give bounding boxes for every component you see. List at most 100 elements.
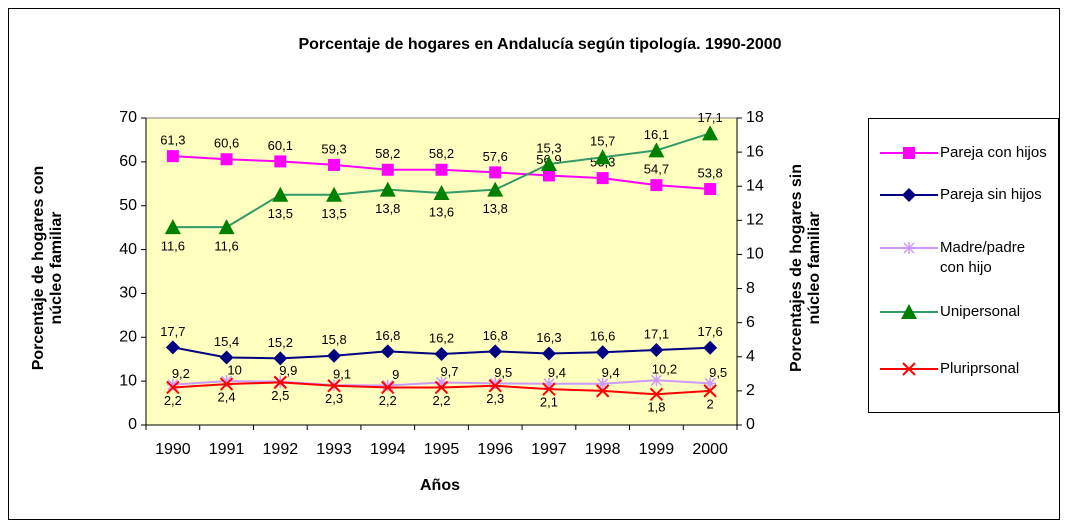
marker — [489, 377, 502, 390]
marker — [327, 348, 342, 363]
data-label: 2,4 — [218, 390, 236, 405]
y2-tick-label: 6 — [746, 314, 755, 331]
marker — [541, 346, 556, 361]
y2-tick-label: 18 — [746, 109, 764, 126]
marker — [164, 219, 181, 235]
marker — [703, 340, 718, 355]
y-axis-label: Porcentaje de hogares con núcleo familia… — [30, 165, 65, 371]
data-label: 2,3 — [486, 391, 504, 406]
y2-tick-label: 8 — [746, 280, 755, 297]
data-label: 2,5 — [271, 388, 289, 403]
marker — [273, 375, 288, 390]
marker — [327, 379, 341, 393]
marker — [703, 384, 717, 398]
data-label: 59,3 — [321, 141, 346, 156]
y-tick-label: 40 — [119, 241, 137, 258]
data-label: 17,1 — [697, 110, 722, 125]
data-label: 11,6 — [161, 239, 185, 254]
x-axis-label: Años — [420, 477, 460, 494]
marker — [166, 380, 180, 395]
marker — [594, 149, 611, 165]
marker — [165, 340, 180, 355]
data-label: 10 — [227, 363, 241, 378]
y2-tick-label: 16 — [746, 143, 764, 160]
data-label: 2,2 — [379, 393, 397, 408]
x-tick-label: 1999 — [639, 441, 675, 458]
data-label: 53,8 — [697, 165, 722, 180]
data-label: 15,2 — [268, 335, 293, 350]
x-tick-label: 1990 — [155, 441, 191, 458]
data-label: 54,7 — [644, 162, 669, 177]
marker — [433, 185, 450, 201]
data-label: 16,6 — [590, 329, 615, 344]
x-tick-label: 1993 — [316, 441, 352, 458]
marker — [489, 166, 502, 179]
marker — [487, 181, 504, 197]
marker — [542, 377, 555, 390]
marker — [379, 181, 396, 197]
data-label: 58,2 — [375, 146, 400, 161]
y-tick-label: 60 — [119, 153, 137, 170]
data-label: 13,5 — [268, 206, 293, 221]
marker — [649, 343, 664, 358]
marker — [902, 188, 916, 202]
data-label: 9,4 — [548, 365, 566, 380]
marker — [650, 374, 663, 387]
marker — [542, 169, 555, 182]
marker — [901, 304, 917, 319]
y-tick-label: 10 — [119, 372, 137, 389]
data-label: 60,6 — [214, 136, 239, 151]
y2-axis-label: Porcentajes de hogares sin núcleo famili… — [788, 163, 823, 373]
data-label: 13,5 — [321, 206, 346, 221]
legend-box — [868, 118, 1059, 413]
marker — [540, 156, 557, 172]
x-tick-label: 1998 — [585, 441, 621, 458]
y2-tick-label: 2 — [746, 382, 755, 399]
data-label: 9,2 — [172, 366, 190, 381]
marker — [903, 147, 915, 159]
data-label: 9,9 — [279, 363, 297, 378]
marker — [704, 183, 717, 196]
data-label: 10,2 — [652, 362, 677, 377]
data-label: 9,7 — [440, 364, 458, 379]
data-label: 15,7 — [590, 134, 615, 149]
legend-label: Madre/padre con hijo — [940, 239, 1026, 276]
marker — [434, 346, 449, 361]
marker — [166, 150, 179, 163]
data-label: 15,3 — [536, 140, 561, 155]
x-tick-label: 1992 — [263, 441, 299, 458]
marker — [434, 380, 449, 395]
marker — [220, 153, 233, 166]
data-label: 17,1 — [644, 326, 669, 341]
marker — [272, 186, 289, 202]
data-label: 16,1 — [644, 127, 669, 142]
y-tick-label: 30 — [119, 285, 137, 302]
data-label: 2,2 — [432, 393, 450, 408]
x-tick-label: 1991 — [209, 441, 245, 458]
marker — [380, 344, 395, 359]
chart-title: Porcentaje de hogares en Andalucía según… — [298, 36, 781, 53]
data-label: 17,7 — [160, 324, 185, 339]
data-label: 2,1 — [540, 395, 558, 410]
y-tick-label: 50 — [119, 197, 137, 214]
data-label: 16,3 — [536, 330, 561, 345]
data-label: 1,8 — [647, 400, 665, 415]
data-label: 16,8 — [375, 328, 400, 343]
marker — [326, 186, 343, 202]
marker — [218, 219, 235, 235]
marker — [488, 379, 502, 393]
data-label: 2,3 — [325, 391, 343, 406]
legend-label: Pareja con hijos — [940, 144, 1047, 161]
marker — [650, 179, 663, 192]
legend-label: Pareja sin hijos — [940, 186, 1042, 203]
data-label: 9,1 — [333, 367, 351, 382]
marker — [595, 345, 610, 360]
data-label: 13,8 — [375, 201, 400, 216]
marker — [648, 142, 665, 158]
data-label: 17,6 — [697, 324, 722, 339]
y2-tick-label: 12 — [746, 212, 764, 229]
x-tick-label: 2000 — [692, 441, 728, 458]
y-tick-label: 0 — [128, 416, 137, 433]
